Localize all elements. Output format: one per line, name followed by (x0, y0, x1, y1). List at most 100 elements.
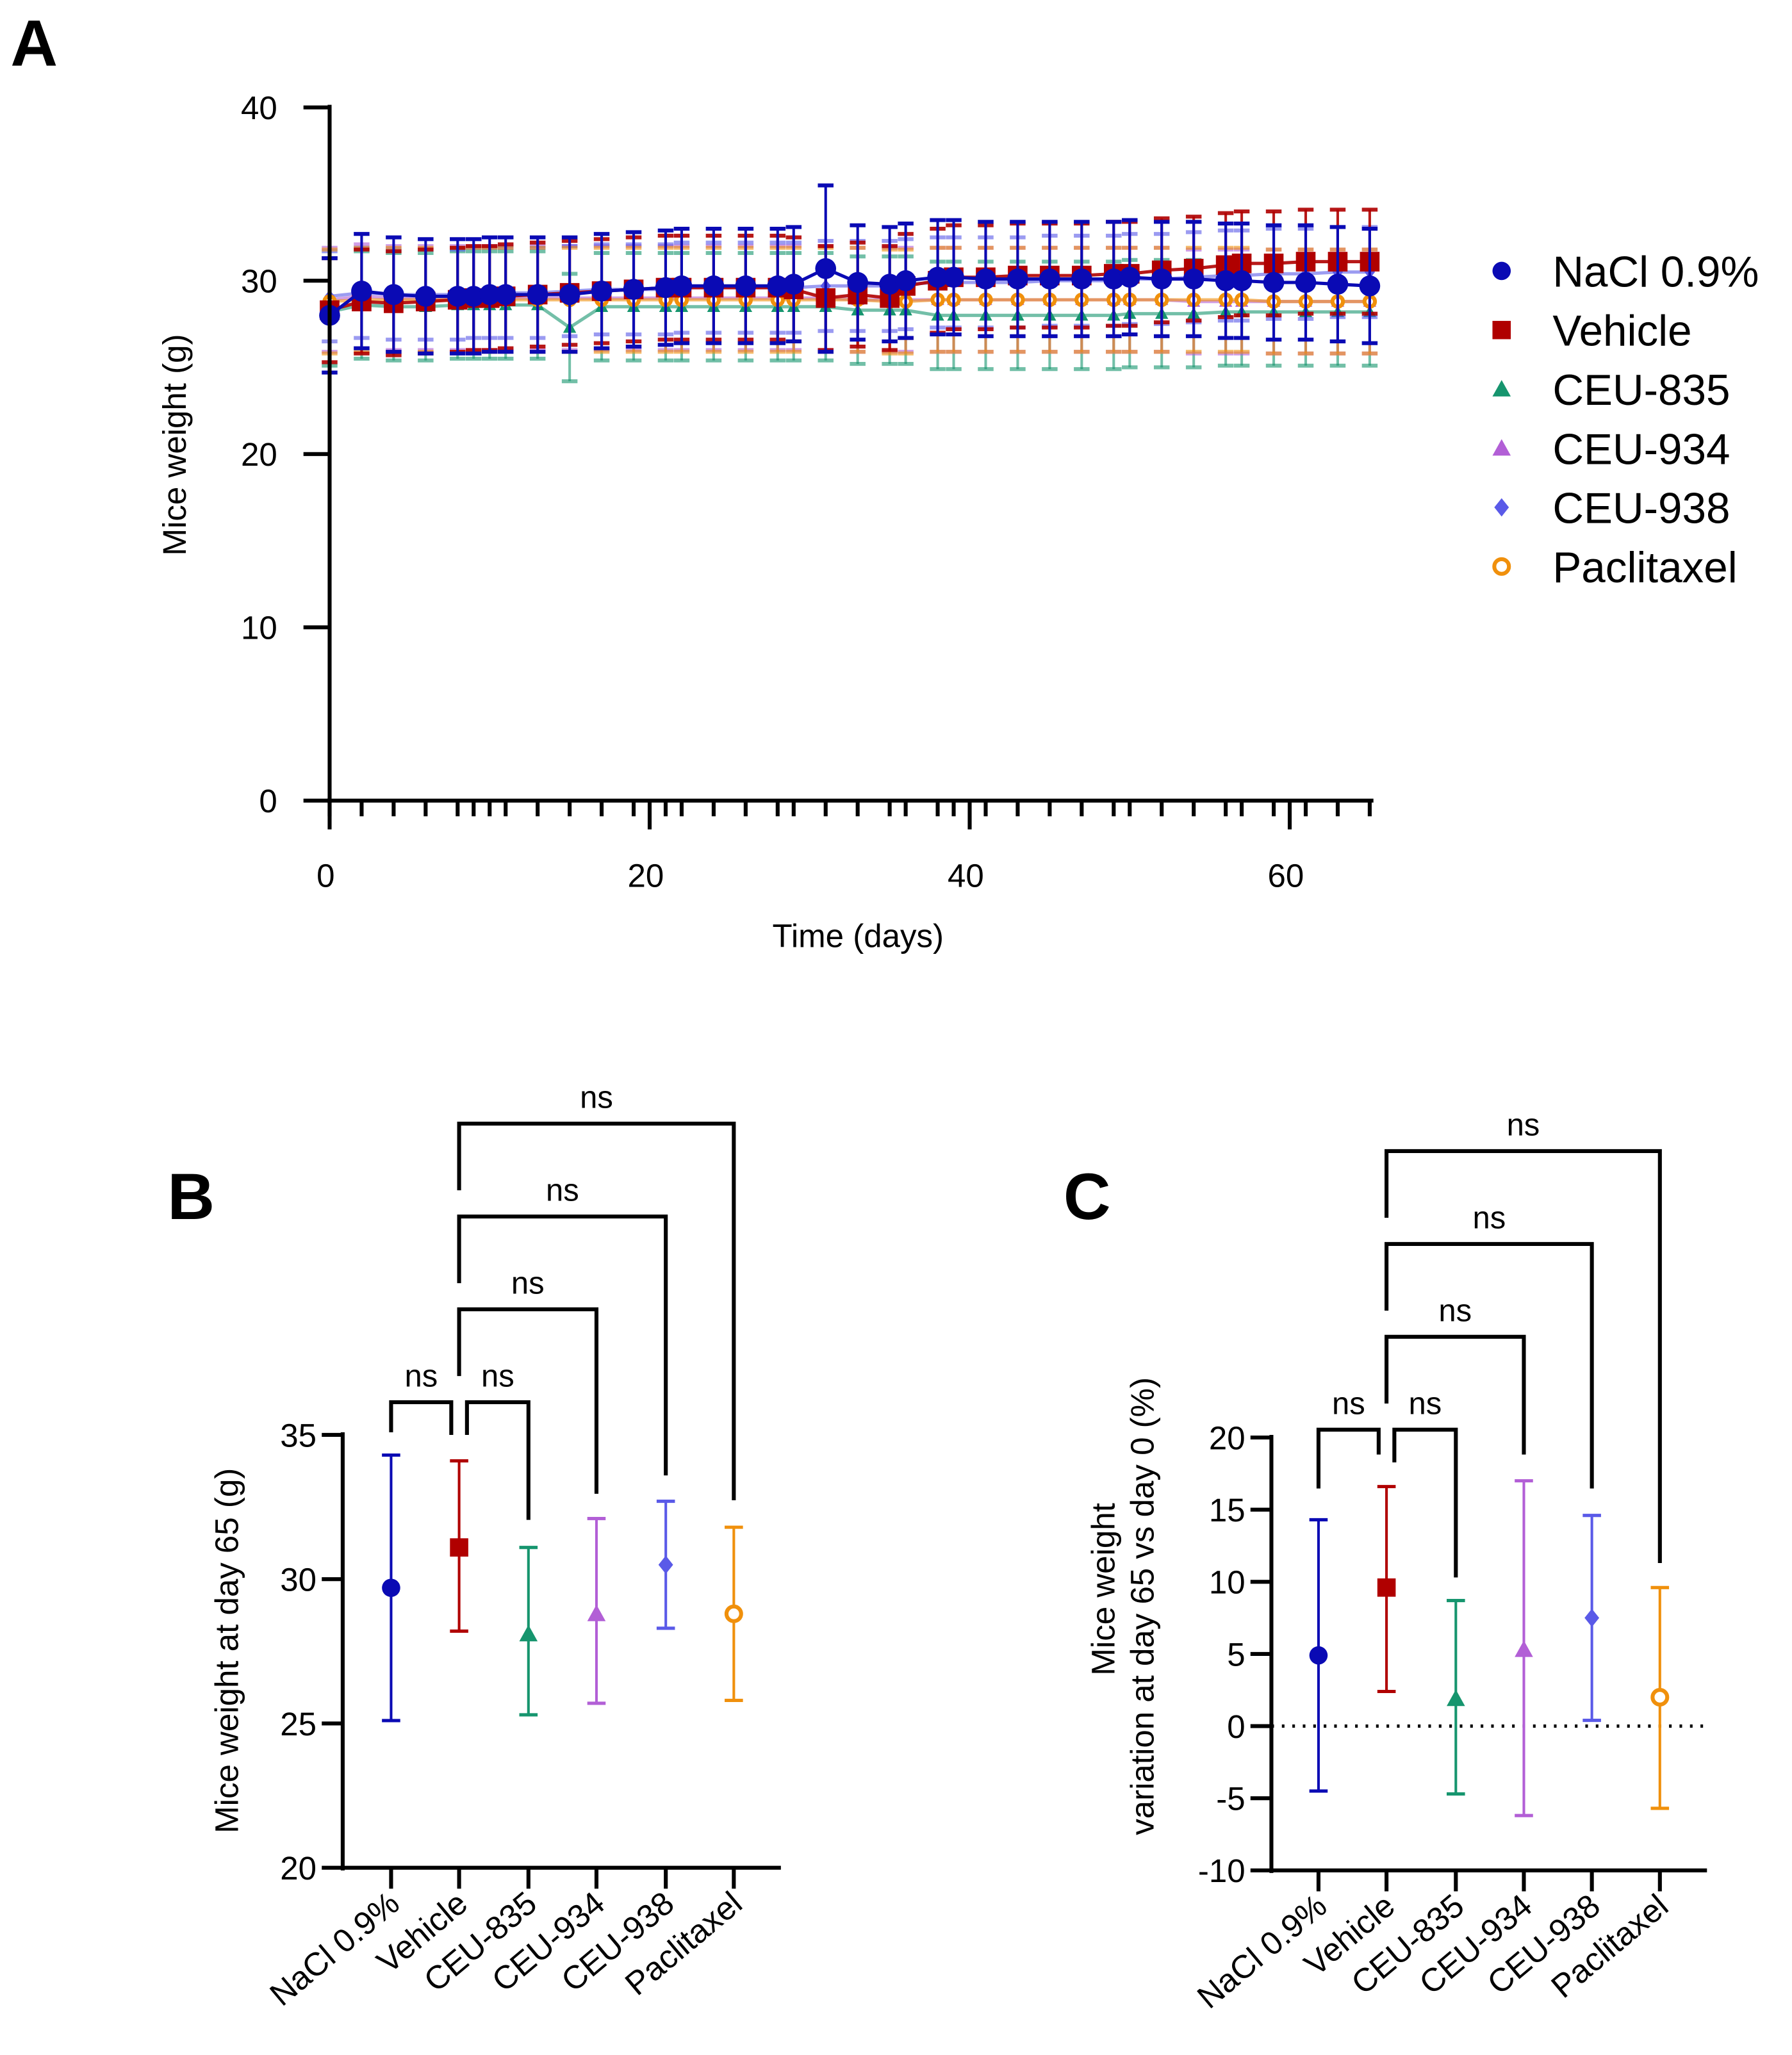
y-tick-label: 20 (1209, 1420, 1245, 1456)
legend-label: CEU-938 (1552, 485, 1730, 533)
significance-bracket (457, 1307, 599, 1494)
data-point (1215, 270, 1237, 291)
significance-bracket (1392, 1427, 1458, 1578)
significance-bracket (1385, 1241, 1594, 1489)
data-point (1327, 274, 1349, 295)
legend-marker (1492, 439, 1511, 456)
legend: NaCl 0.9% Vehicle CEU-835 CEU-934 CEU-938 Pac… (1492, 248, 1759, 592)
data-point (1183, 268, 1204, 290)
legend-label: CEU-934 (1552, 425, 1730, 473)
data-point (527, 284, 548, 306)
mean-point (1515, 1640, 1533, 1657)
legend-marker (1494, 498, 1509, 517)
data-point (655, 277, 677, 299)
significance-label: ns (405, 1359, 438, 1393)
mean-point (1650, 1688, 1670, 1707)
mean-point (724, 1604, 743, 1623)
data-point (463, 286, 484, 307)
data-point (975, 268, 996, 290)
y-tick-label: 35 (280, 1417, 316, 1453)
y-tick-label: -10 (1198, 1853, 1245, 1889)
significance-bracket (1316, 1427, 1381, 1489)
y-tick-label: 30 (280, 1562, 316, 1598)
significance-bracket (457, 1121, 736, 1501)
legend-label: NaCl 0.9% (1552, 248, 1759, 296)
data-point (879, 274, 900, 295)
mean-point (1377, 1578, 1396, 1597)
data-point (351, 281, 372, 302)
panel-a-chart: 0 10 20 30 40 0 20 40 60 (241, 90, 1381, 894)
data-point (479, 284, 500, 306)
mean-point (382, 1578, 400, 1598)
data-point (1039, 268, 1060, 290)
data-point (1007, 268, 1028, 290)
y-tick-label: 15 (1209, 1492, 1245, 1528)
mean-point (1309, 1646, 1328, 1665)
panel-a-y-label: Mice weight (g) (156, 334, 193, 555)
significance-label: ns (1438, 1293, 1472, 1328)
data-point (671, 275, 693, 297)
series-nacl-0-9- (319, 183, 1381, 375)
panel-a-x-label: Time (days) (773, 917, 944, 954)
significance-label: ns (1332, 1386, 1365, 1421)
data-point (815, 258, 837, 279)
panel-label-b: B (167, 1160, 215, 1233)
legend-marker (1492, 557, 1511, 576)
panel-label-a: A (10, 6, 58, 79)
data-point (383, 284, 404, 306)
legend-label: CEU-835 (1552, 366, 1730, 414)
panel-label-c: C (1064, 1160, 1111, 1233)
data-point (943, 266, 964, 288)
y-tick-label: 10 (1209, 1564, 1245, 1601)
data-point (1231, 270, 1253, 291)
data-point (735, 275, 757, 297)
data-point (1359, 275, 1381, 297)
data-point (703, 275, 725, 297)
legend-marker (1492, 380, 1511, 397)
y-tick-label: -5 (1216, 1781, 1245, 1817)
data-point (623, 279, 645, 300)
significance-bracket (389, 1400, 454, 1435)
x-tick-label: 20 (627, 858, 664, 894)
significance-label: ns (1408, 1386, 1442, 1421)
y-tick-label: 0 (259, 783, 277, 819)
y-tick-label: 5 (1227, 1636, 1245, 1673)
x-tick-label: 60 (1268, 858, 1304, 894)
legend-label: Vehicle (1552, 307, 1691, 356)
data-point (1151, 268, 1172, 290)
significance-bracket (464, 1400, 530, 1520)
y-tick-label: 25 (280, 1706, 316, 1742)
mean-point (1447, 1689, 1465, 1707)
significance-label: ns (481, 1359, 514, 1393)
data-point (895, 270, 916, 291)
data-point (1071, 268, 1092, 290)
data-point (1119, 266, 1140, 288)
data-point (927, 266, 948, 288)
data-point (783, 274, 805, 295)
x-tick-label: 0 (316, 858, 334, 894)
data-point (767, 275, 789, 297)
mean-point (519, 1625, 538, 1642)
mean-point (587, 1604, 606, 1621)
y-tick-label: 20 (241, 436, 277, 473)
significance-label: ns (1472, 1200, 1506, 1235)
data-point (447, 286, 468, 307)
panel-c-y-label-line2: variation at day 65 vs day 0 (%) (1124, 1377, 1161, 1835)
data-point (591, 281, 612, 302)
data-point (559, 284, 580, 306)
significance-bracket (1385, 1149, 1662, 1564)
data-point (415, 286, 436, 307)
panel-b-y-label: Mice weight at day 65 (g) (209, 1468, 245, 1833)
mean-point (1584, 1609, 1600, 1627)
y-tick-label: 20 (280, 1850, 316, 1887)
legend-marker (1492, 261, 1511, 281)
y-tick-label: 10 (241, 610, 277, 646)
y-tick-label: 40 (241, 90, 277, 126)
y-tick-label: 0 (1227, 1708, 1245, 1745)
data-point (1263, 272, 1285, 293)
data-point (847, 272, 869, 293)
significance-bracket (1385, 1334, 1526, 1455)
legend-marker (1492, 320, 1511, 340)
